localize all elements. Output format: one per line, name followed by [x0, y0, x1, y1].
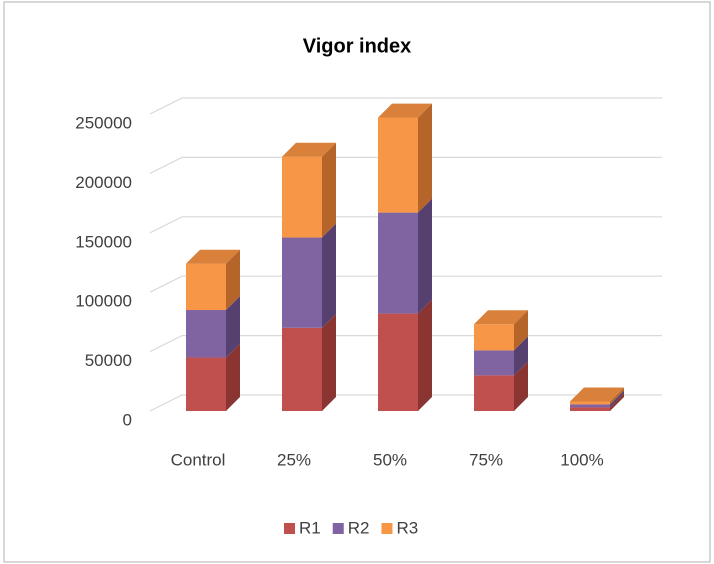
bar-side: [226, 296, 240, 358]
bar-segment: [474, 310, 528, 351]
bar-segment: [570, 390, 624, 408]
x-tick-label: 50%: [373, 450, 407, 469]
bar-segment: [474, 336, 528, 376]
grid-line: [149, 275, 662, 293]
bar-segment: [378, 299, 432, 411]
bar-front: [378, 117, 418, 213]
bar-front: [378, 212, 418, 314]
bar-front: [186, 263, 226, 311]
y-tick-label: 200000: [75, 173, 132, 192]
bar-front: [570, 404, 610, 408]
bar-segment: [570, 387, 624, 405]
bar-front: [474, 375, 514, 411]
bar-front: [474, 350, 514, 376]
bar-segment: [186, 249, 240, 311]
grid-line: [149, 216, 662, 234]
bar-front: [282, 327, 322, 411]
x-tick-label: 75%: [469, 450, 503, 469]
bar-segment: [282, 142, 336, 238]
legend-swatch: [381, 523, 393, 534]
legend-swatch: [332, 523, 344, 534]
bar-top: [378, 103, 432, 118]
bar-side: [514, 361, 528, 411]
legend-label: R3: [396, 518, 418, 537]
bar-front: [186, 357, 226, 411]
x-tick-label: 100%: [560, 450, 603, 469]
bar-side: [226, 343, 240, 411]
legend-swatch: [284, 523, 295, 534]
bar-side: [226, 249, 240, 311]
y-tick-label: 50000: [85, 351, 132, 370]
bar-front: [186, 310, 226, 358]
bar-top: [282, 142, 336, 157]
bar-segment: [282, 313, 336, 411]
bar-segment: [570, 393, 624, 411]
bar-front: [282, 156, 322, 238]
bar-side: [514, 336, 528, 376]
grid-line: [149, 156, 662, 174]
bar-top: [570, 387, 624, 402]
bar-front: [570, 401, 610, 405]
bar-side: [322, 223, 336, 328]
bar-top: [186, 249, 240, 264]
bar-segment: [282, 223, 336, 328]
bar-segment: [474, 361, 528, 411]
y-tick-label: 150000: [75, 232, 132, 251]
y-tick-label: 100000: [75, 292, 132, 311]
bar-segment: [378, 198, 432, 314]
y-tick-label: 0: [123, 410, 132, 429]
legend-label: R1: [299, 518, 321, 537]
bar-front: [474, 324, 514, 351]
chart-frame: [3, 1, 711, 563]
grid-line: [149, 97, 662, 115]
y-tick-label: 250000: [75, 113, 132, 132]
bar-side: [418, 198, 432, 314]
bar-top: [474, 310, 528, 325]
bar-side: [610, 393, 624, 411]
bar-segment: [186, 343, 240, 411]
bar-side: [322, 142, 336, 238]
bar-front: [570, 407, 610, 411]
bar-side: [610, 387, 624, 405]
bar-front: [282, 237, 322, 328]
bar-side: [514, 310, 528, 351]
bar-segment: [378, 103, 432, 213]
x-tick-label: Control: [171, 450, 226, 469]
bar-front: [378, 313, 418, 411]
bar-side: [418, 103, 432, 213]
bar-side: [418, 299, 432, 411]
bar-side: [610, 390, 624, 408]
bar-segment: [186, 296, 240, 358]
bar-side: [322, 313, 336, 411]
x-tick-label: 25%: [277, 450, 311, 469]
legend-label: R2: [348, 518, 370, 537]
chart-title: Vigor index: [303, 35, 412, 57]
